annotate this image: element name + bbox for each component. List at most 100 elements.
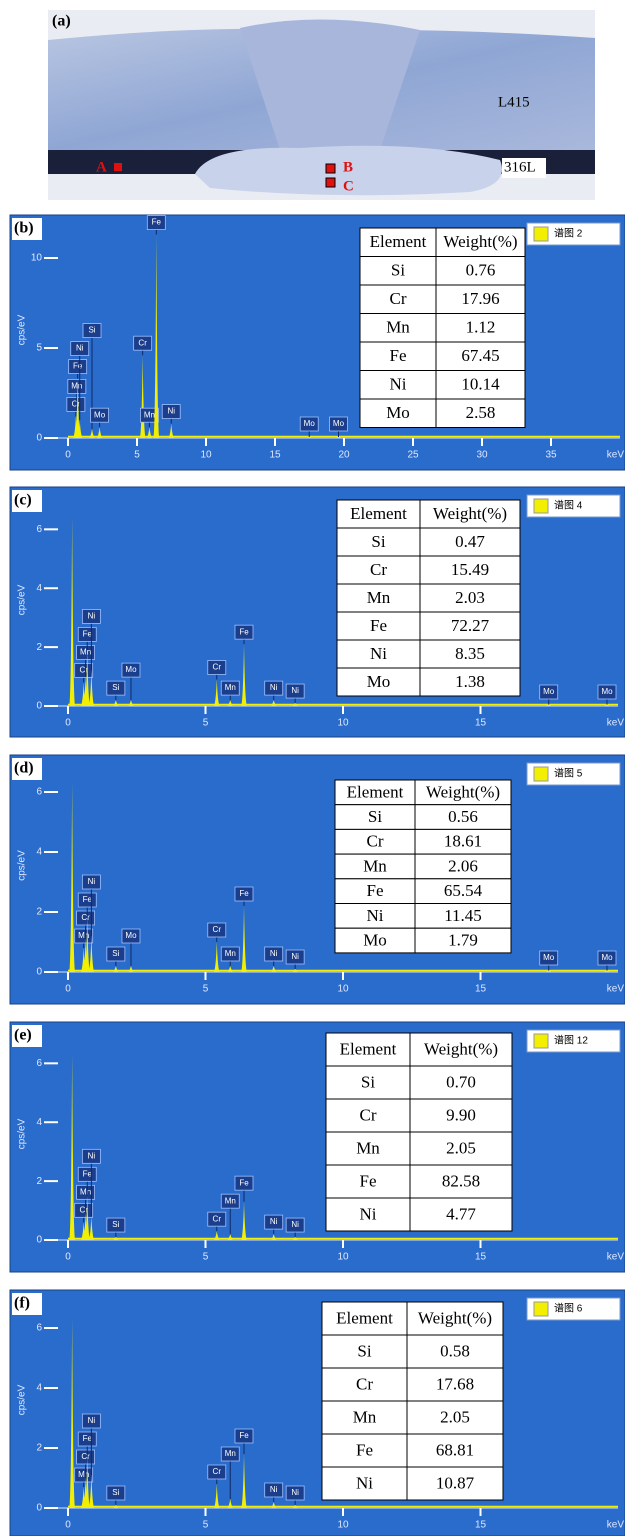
- panel-background: [10, 1022, 625, 1272]
- table-header: Weight(%): [433, 504, 507, 523]
- table-value: Cr: [356, 1374, 373, 1393]
- peak-label: Si: [112, 949, 119, 958]
- table-header: Element: [370, 232, 427, 251]
- table-value: Mo: [363, 930, 387, 949]
- peak-label: Ni: [88, 1151, 96, 1160]
- table-value: Ni: [390, 375, 407, 394]
- spectrum-panel: 0510150246keVcps/eVMnCrFeNiSiCrMnFeNiNi(…: [10, 1290, 625, 1536]
- table-value: 0.47: [455, 532, 485, 551]
- table-header: Element: [347, 782, 404, 801]
- table-value: Cr: [360, 1105, 377, 1124]
- point-marker: [326, 178, 335, 187]
- table-value: 17.68: [436, 1374, 474, 1393]
- x-tick-label: 10: [337, 718, 349, 729]
- x-tick-label: 5: [134, 450, 140, 461]
- legend-label: 谱图 12: [554, 1034, 588, 1047]
- table-value: 2.06: [448, 856, 478, 875]
- point-marker: [326, 164, 335, 173]
- page: {"panel_a": {"label": "(a)", "materials"…: [0, 0, 625, 1536]
- legend-swatch: [534, 1302, 548, 1316]
- peak-label: Cr: [213, 663, 222, 672]
- spectrum-panel: 0510150246keVcps/eVCrMnFeNiSiMoCrMnFeNiN…: [10, 487, 625, 737]
- table-header: Weight(%): [426, 782, 500, 801]
- table-header: Weight(%): [418, 1308, 492, 1327]
- table-value: Si: [391, 261, 405, 280]
- x-tick-label: 20: [338, 450, 350, 461]
- legend-swatch: [534, 227, 548, 241]
- peak-label: Ni: [88, 1416, 96, 1425]
- panel-label: (a): [52, 13, 71, 30]
- table-value: 2.03: [455, 588, 485, 607]
- spectrum-panel: 051015202530350510keVcps/eVCrMnFeNiSiMoC…: [10, 215, 625, 470]
- point-label: C: [343, 178, 354, 194]
- y-tick-label: 2: [36, 1443, 42, 1454]
- peak-label: Ni: [76, 344, 84, 353]
- table-value: Si: [361, 1072, 375, 1091]
- panel-label: (c): [14, 492, 32, 509]
- panel-background: [10, 215, 625, 470]
- y-tick-label: 6: [36, 1323, 42, 1334]
- table-value: 9.90: [446, 1105, 476, 1124]
- table-value: 72.27: [451, 616, 490, 635]
- panel-label: (d): [14, 760, 34, 777]
- peak-label: Mn: [71, 382, 82, 391]
- table-value: Mn: [356, 1138, 380, 1157]
- x-tick-label: 15: [475, 718, 487, 729]
- x-tick-label: 10: [337, 1520, 349, 1531]
- y-tick-label: 4: [36, 1383, 42, 1394]
- peak-label: Cr: [81, 1452, 90, 1461]
- table-value: 1.12: [466, 318, 496, 337]
- x-tick-label: 5: [203, 718, 209, 729]
- peak-label: Mo: [125, 665, 137, 674]
- point-label: A: [96, 159, 107, 175]
- x-tick-label: 0: [65, 718, 71, 729]
- table-value: Si: [371, 532, 385, 551]
- peak-label: Si: [112, 1488, 119, 1497]
- y-tick-label: 0: [36, 1503, 42, 1514]
- peak-label: Fe: [239, 889, 249, 898]
- panel-label: (b): [14, 220, 34, 237]
- y-tick-label: 2: [36, 1176, 42, 1187]
- table-value: Mn: [363, 856, 387, 875]
- table-value: Ni: [360, 1204, 377, 1223]
- table-value: Mo: [367, 672, 391, 691]
- table-value: Si: [357, 1341, 371, 1360]
- table-value: 2.05: [440, 1407, 470, 1426]
- x-tick-label: 10: [200, 450, 212, 461]
- x-tick-label: 25: [407, 450, 419, 461]
- peak-label: Cr: [81, 913, 90, 922]
- y-tick-label: 4: [36, 583, 42, 594]
- peak-label: Mn: [80, 1187, 91, 1196]
- table-value: Si: [368, 807, 382, 826]
- peak-label: Ni: [167, 407, 175, 416]
- table-value: Fe: [367, 881, 384, 900]
- y-tick-label: 10: [31, 253, 43, 264]
- table-value: 2.58: [466, 403, 496, 422]
- table-value: Ni: [370, 644, 387, 663]
- peak-label: Ni: [291, 1220, 299, 1229]
- x-tick-label: 5: [203, 1520, 209, 1531]
- table-value: 0.58: [440, 1341, 470, 1360]
- table-value: Fe: [390, 346, 407, 365]
- table-value: Ni: [367, 906, 384, 925]
- table-value: Fe: [360, 1171, 377, 1190]
- x-tick-label: 0: [65, 1520, 71, 1531]
- peak-label: Ni: [88, 612, 96, 621]
- peak-label: Fe: [239, 1431, 249, 1440]
- y-axis-label: cps/eV: [17, 1118, 28, 1149]
- x-unit: keV: [607, 718, 625, 729]
- x-tick-label: 0: [65, 450, 71, 461]
- x-tick-label: 5: [203, 984, 209, 995]
- table-value: 8.35: [455, 644, 485, 663]
- peak-label: Mo: [543, 687, 555, 696]
- table-value: 17.96: [461, 289, 499, 308]
- y-tick-label: 2: [36, 642, 42, 653]
- peak-label: Ni: [291, 1488, 299, 1497]
- peak-label: Cr: [72, 400, 81, 409]
- spectrum-panel: 0510150246keVcps/eVCrMnFeNiSiCrMnFeNiNi(…: [10, 1022, 625, 1272]
- y-tick-label: 0: [36, 433, 42, 444]
- table-value: Fe: [356, 1440, 373, 1459]
- y-axis-label: cps/eV: [17, 584, 28, 615]
- table-value: 4.77: [446, 1204, 476, 1223]
- table-header: Element: [350, 504, 407, 523]
